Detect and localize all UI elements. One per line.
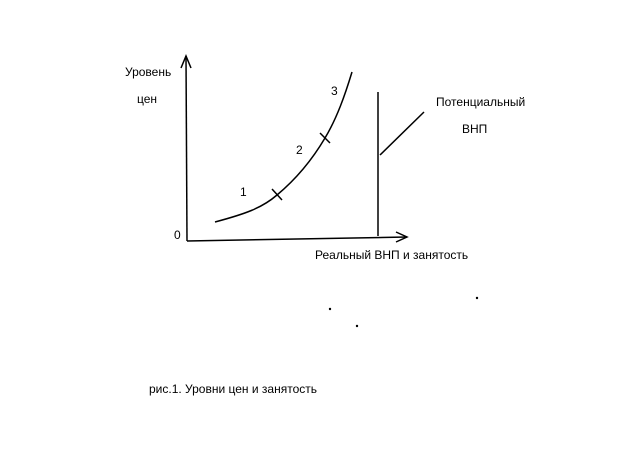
supply-curve: [214, 71, 353, 223]
segment-tick: [319, 132, 331, 144]
segment-label: 1: [240, 185, 247, 199]
y-label: Уровень: [125, 65, 171, 79]
dot: [475, 296, 479, 300]
caption: рис.1. Уровни цен и занятость: [149, 382, 317, 396]
segment-tick: [271, 188, 283, 201]
y-label: цен: [137, 92, 157, 106]
dot: [355, 324, 359, 328]
origin-label: 0: [174, 228, 181, 242]
y-axis-arrow: [180, 54, 192, 69]
pointer-line: [379, 111, 425, 156]
potential-label: ВНП: [462, 122, 487, 136]
x-axis: [186, 236, 408, 242]
dot: [328, 307, 332, 311]
x-axis-arrow: [395, 231, 409, 243]
potential-label: Потенциальный: [436, 95, 525, 109]
segment-label: 3: [331, 84, 338, 98]
y-axis: [185, 55, 188, 242]
x-label: Реальный ВНП и занятость: [315, 248, 468, 262]
segment-label: 2: [296, 143, 303, 157]
